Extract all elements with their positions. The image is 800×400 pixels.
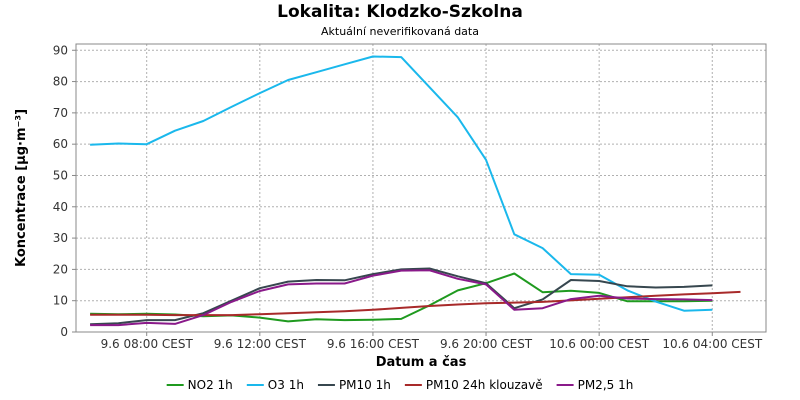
plot-frame: [75, 43, 767, 333]
legend-item: O3 1h: [246, 378, 304, 392]
x-tick-label: 9.6 16:00 CEST: [327, 337, 420, 351]
series-lines: [90, 55, 741, 327]
chart-subtitle: Aktuální neverifikovaná data: [321, 25, 479, 38]
chart-title: Lokalita: Klodzko-Szkolna: [277, 2, 523, 22]
legend-label: O3 1h: [268, 378, 304, 392]
series-line-4: [90, 269, 713, 327]
axis-ticks: 0 10 20 30 40 50 60 70 80 90 9.6 08:00 CEST 9.6 12:…: [53, 43, 763, 351]
legend-item: PM2,5 1h: [556, 378, 634, 392]
y-tick-label: 0: [60, 325, 68, 339]
x-tick-label: 9.6 20:00 CEST: [440, 337, 533, 351]
x-tick-label: 9.6 12:00 CEST: [214, 337, 307, 351]
legend-label: PM10 24h klouzavě: [426, 378, 543, 392]
y-tick-label: 70: [53, 106, 68, 120]
y-tick-label: 50: [53, 168, 68, 182]
y-tick-label: 20: [53, 262, 68, 276]
y-tick-label: 60: [53, 137, 68, 151]
legend-label: PM10 1h: [339, 378, 391, 392]
x-tick-label: 10.6 04:00 CEST: [662, 337, 763, 351]
legend-item: NO2 1h: [166, 378, 233, 392]
legend-item: PM10 1h: [317, 378, 391, 392]
legend-label: PM2,5 1h: [578, 378, 634, 392]
legend-label: NO2 1h: [188, 378, 233, 392]
y-tick-label: 40: [53, 200, 68, 214]
y-tick-label: 80: [53, 75, 68, 89]
y-tick-label: 10: [53, 294, 68, 308]
x-tick-label: 9.6 08:00 CEST: [101, 337, 194, 351]
grid: [76, 44, 766, 332]
y-tick-label: 90: [53, 43, 68, 57]
legend-item: PM10 24h klouzavě: [404, 378, 543, 392]
series-line-1: [90, 55, 713, 312]
series-line-3: [90, 290, 741, 317]
y-tick-label: 30: [53, 231, 68, 245]
y-axis-title: Koncentrace [µg·m⁻³]: [14, 109, 29, 267]
x-tick-label: 10.6 00:00 CEST: [549, 337, 650, 351]
legend: NO2 1h O3 1h PM10 1h PM10 24h klouzavě PM2,5…: [166, 378, 634, 392]
x-axis-title: Datum a čas: [376, 355, 467, 370]
